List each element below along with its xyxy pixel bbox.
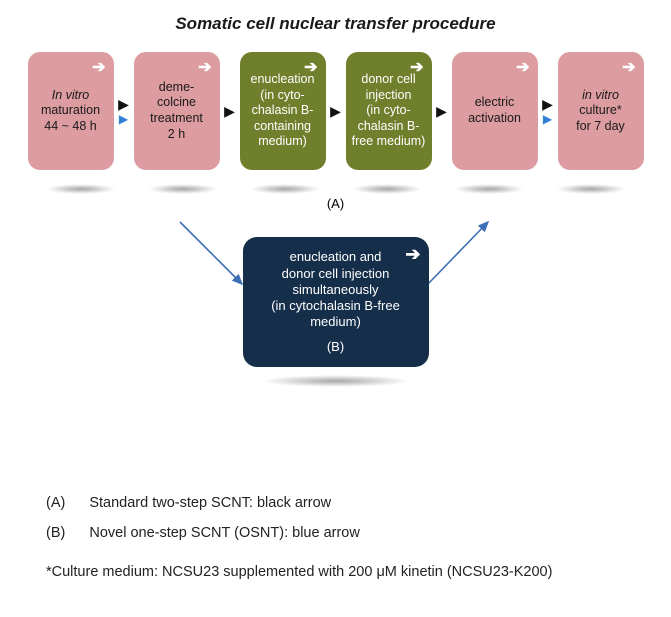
- box-line: chalasin B-: [252, 103, 314, 119]
- legend-footnote: *Culture medium: NCSU23 supplemented wit…: [46, 557, 552, 587]
- box-line: 2 h: [168, 127, 185, 143]
- box-line: medium): [310, 314, 361, 330]
- box-line: donor cell: [361, 72, 415, 88]
- box-line: (in cytochalasin B-free: [271, 298, 400, 314]
- box-shadow: [148, 184, 218, 194]
- bottom-box-shadow: [261, 375, 411, 387]
- bottom-box-sub-label: (B): [327, 339, 344, 355]
- corner-arrow-icon: ➔: [198, 58, 211, 78]
- flow-box-b2: ➔deme-colcinetreatment2 h: [134, 52, 220, 170]
- label-a: (A): [0, 196, 671, 211]
- box-line: chalasin B-: [358, 119, 420, 135]
- box-shadow: [454, 184, 524, 194]
- legend-b-key: (B): [46, 518, 65, 548]
- flow-box-b1: ➔In vitromaturation44 ~ 48 h: [28, 52, 114, 170]
- box-line: deme-: [159, 80, 194, 96]
- box-line: In vitro: [52, 88, 90, 104]
- bottom-box-wrap: ➔ enucleation anddonor cell injectionsimu…: [0, 237, 671, 367]
- corner-arrow-icon: ➔: [410, 58, 423, 78]
- box-line: electric: [475, 95, 515, 111]
- gap-arrow-g45: ▶: [435, 104, 449, 118]
- box-line: free medium): [352, 134, 426, 150]
- box-line: colcine: [157, 95, 196, 111]
- arrow-black-icon: ▶: [224, 104, 235, 118]
- gap-arrow-g34: ▶: [329, 104, 343, 118]
- box-line: activation: [468, 111, 521, 127]
- gap-arrow-g23: ▶: [223, 104, 237, 118]
- box-line: 44 ~ 48 h: [44, 119, 96, 135]
- box-line: injection: [366, 88, 412, 104]
- box-shadow: [556, 184, 626, 194]
- arrow-blue-icon: ▶: [543, 113, 552, 125]
- corner-arrow-icon: ➔: [622, 58, 635, 78]
- box-shadow: [250, 184, 320, 194]
- box-line: (in cyto-: [260, 88, 304, 104]
- flow-box-b4: ➔donor cellinjection(in cyto-chalasin B-…: [346, 52, 432, 170]
- box-line: in vitro: [582, 88, 619, 104]
- box-line: containing: [254, 119, 311, 135]
- legend: (A) Standard two-step SCNT: black arrow …: [46, 488, 552, 587]
- arrow-black-icon: ▶: [330, 104, 341, 118]
- box-shadow: [46, 184, 116, 194]
- arrow-blue-icon: ▶: [119, 113, 128, 125]
- box-line: treatment: [150, 111, 203, 127]
- legend-a-key: (A): [46, 488, 65, 518]
- arrow-black-icon: ▶: [436, 104, 447, 118]
- legend-row-a: (A) Standard two-step SCNT: black arrow: [46, 488, 552, 518]
- flow-box-b3: ➔enucleation(in cyto-chalasin B-containi…: [240, 52, 326, 170]
- corner-arrow-icon: ➔: [516, 58, 529, 78]
- corner-arrow-icon: ➔: [92, 58, 105, 78]
- flow-row: ➔In vitromaturation44 ~ 48 h▶▶➔deme-colc…: [0, 52, 671, 170]
- flow-box-b5: ➔ electricactivation: [452, 52, 538, 170]
- box-line: culture*: [579, 103, 621, 119]
- flow-box-b6: ➔in vitroculture*for 7 day: [558, 52, 644, 170]
- box-line: medium): [258, 134, 307, 150]
- shadow-row: [0, 174, 671, 194]
- bottom-combined-box: ➔ enucleation anddonor cell injectionsimu…: [243, 237, 429, 367]
- box-line: donor cell injection: [282, 266, 390, 282]
- gap-arrow-g56: ▶▶: [541, 97, 555, 125]
- arrow-black-icon: ▶: [542, 97, 553, 111]
- corner-arrow-icon: ➔: [405, 243, 420, 266]
- page-title: Somatic cell nuclear transfer procedure: [0, 0, 671, 52]
- gap-arrow-g12: ▶▶: [117, 97, 131, 125]
- legend-row-b: (B) Novel one-step SCNT (OSNT): blue arr…: [46, 518, 552, 548]
- arrow-black-icon: ▶: [118, 97, 129, 111]
- legend-b-text: Novel one-step SCNT (OSNT): blue arrow: [89, 518, 360, 548]
- box-shadow: [352, 184, 422, 194]
- box-line: simultaneously: [293, 282, 379, 298]
- box-line: for 7 day: [576, 119, 625, 135]
- box-line: (in cyto-: [366, 103, 410, 119]
- box-line: maturation: [41, 103, 100, 119]
- box-line: enucleation and: [290, 249, 382, 265]
- corner-arrow-icon: ➔: [304, 58, 317, 78]
- legend-a-text: Standard two-step SCNT: black arrow: [89, 488, 331, 518]
